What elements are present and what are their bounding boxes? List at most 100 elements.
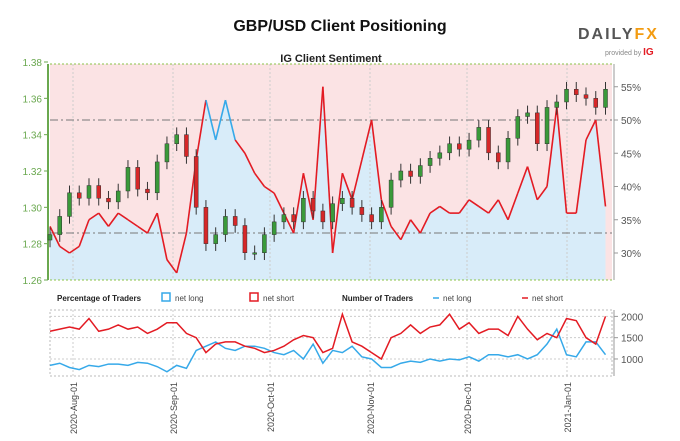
pct-long-line-segment xyxy=(468,199,480,208)
pct-long-line-segment xyxy=(478,205,490,214)
legend-net-long-box xyxy=(161,292,171,302)
pct-long-line-segment xyxy=(107,212,119,227)
x-tick-label: 2020-Aug-01 xyxy=(69,382,79,434)
candle-body xyxy=(486,127,491,154)
price-tick-label: 1.26 xyxy=(23,276,43,287)
x-tick-label: 2020-Oct-01 xyxy=(266,382,276,432)
candle-body xyxy=(291,214,296,223)
pct-long-line-segment xyxy=(156,212,168,260)
price-tick-label: 1.36 xyxy=(23,94,43,105)
candle-body xyxy=(349,198,355,208)
count-tick-label: 1000 xyxy=(621,355,644,366)
pct-long-line-segment xyxy=(244,152,256,174)
pct-long-line-segment xyxy=(594,119,607,207)
candle-body xyxy=(242,225,248,253)
pct-long-line-segment xyxy=(292,173,305,234)
pct-long-line-segment xyxy=(546,106,558,187)
x-tick-label: 2020-Nov-01 xyxy=(366,382,376,434)
candle-body xyxy=(564,89,569,103)
pct-long-line-segment xyxy=(487,199,499,214)
legend-num-short: net short xyxy=(532,294,564,303)
candle-body xyxy=(330,203,335,223)
net-long-count-line xyxy=(49,327,607,373)
pct-tick-label: 50% xyxy=(621,116,641,127)
pct-long-line-segment xyxy=(400,219,412,241)
pct-long-line-segment xyxy=(69,245,80,254)
x-tick-label: 2020-Dec-01 xyxy=(463,382,473,434)
ig-logo: IG xyxy=(643,47,654,58)
pct-long-line-segment xyxy=(507,192,519,221)
pct-long-line-segment xyxy=(380,199,392,227)
pct-long-line-segment xyxy=(234,139,246,154)
candle-body xyxy=(281,214,287,223)
candle-body xyxy=(574,89,579,95)
pct-tick-label: 35% xyxy=(621,216,641,227)
pct-tick-label: 30% xyxy=(621,249,641,260)
candle-body xyxy=(544,107,550,144)
pct-long-line-segment xyxy=(195,99,207,161)
legend-pct-short: net short xyxy=(263,294,295,303)
pct-tick-label: 55% xyxy=(621,83,641,94)
candle-body xyxy=(310,198,316,212)
legend-num-long: net long xyxy=(443,294,471,303)
count-tick-label: 1500 xyxy=(621,334,644,345)
candle-body xyxy=(301,198,306,223)
x-tick-label: 2020-Sep-01 xyxy=(169,382,179,434)
pct-long-line-segment xyxy=(146,212,158,234)
candle-body xyxy=(184,134,189,157)
pct-long-line-segment xyxy=(331,173,344,254)
pct-long-line-segment xyxy=(49,226,61,247)
candle-body xyxy=(271,221,277,235)
pct-long-line-segment xyxy=(78,219,90,247)
pct-long-line-segment xyxy=(137,225,148,234)
candle-body xyxy=(525,112,530,117)
pct-long-line-segment xyxy=(88,212,100,221)
candle-body xyxy=(603,89,608,108)
pct-long-line-segment xyxy=(361,119,373,161)
candle-body xyxy=(125,167,131,192)
candle-body xyxy=(340,198,345,204)
candle-body xyxy=(96,185,101,199)
candle-body xyxy=(106,198,111,203)
pct-long-line-segment xyxy=(575,139,587,214)
pct-long-line-segment xyxy=(175,232,188,274)
candle-body xyxy=(505,138,511,163)
candle-body xyxy=(193,156,199,208)
candle-body xyxy=(213,234,218,244)
pct-long-line-segment xyxy=(497,199,509,221)
candle-body xyxy=(145,188,150,194)
candle-body xyxy=(135,167,140,190)
chart-title: GBP/USD Client Positioning xyxy=(233,18,447,35)
pct-long-line-segment xyxy=(59,245,70,254)
candle-body xyxy=(57,216,62,235)
candle-body xyxy=(437,152,443,159)
legend-pct-title: Percentage of Traders xyxy=(57,294,142,303)
candle-body xyxy=(554,101,560,108)
pct-long-line-segment xyxy=(127,219,139,228)
pct-long-line-segment xyxy=(273,192,285,214)
candle-body xyxy=(223,216,228,235)
logo-text: DAILY xyxy=(578,26,635,43)
pct-long-line-segment xyxy=(254,172,266,187)
candle-body xyxy=(496,152,501,163)
pct-long-line-segment xyxy=(98,212,110,227)
pct-long-line-segment xyxy=(526,166,539,201)
candle-body xyxy=(320,210,326,223)
price-tick-label: 1.38 xyxy=(23,58,43,69)
pct-long-line-segment xyxy=(555,106,568,214)
candle-body xyxy=(583,94,589,99)
pct-long-line-segment xyxy=(166,259,178,274)
pct-long-line-segment xyxy=(322,86,334,254)
net-short-count-line xyxy=(49,311,607,361)
pct-long-line-segment xyxy=(370,119,383,200)
pct-long-line-segment xyxy=(458,199,470,214)
candle-body xyxy=(76,192,82,199)
price-tick-label: 1.32 xyxy=(23,167,43,178)
subtitle: IG Client Sentiment xyxy=(280,53,382,65)
candle-body xyxy=(115,190,121,203)
provided-by: provided by IG xyxy=(605,47,654,58)
candle-body xyxy=(379,207,384,223)
candle-body xyxy=(398,170,404,181)
pct-long-line-segment xyxy=(390,225,402,241)
